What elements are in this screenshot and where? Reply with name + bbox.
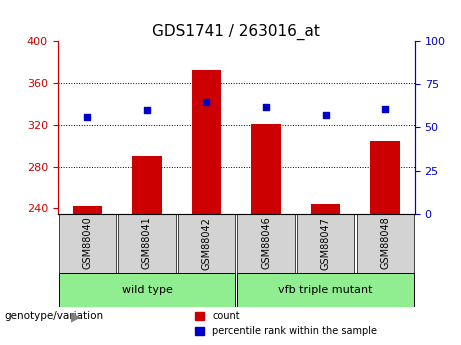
FancyBboxPatch shape bbox=[59, 273, 235, 307]
Point bbox=[262, 104, 270, 110]
Bar bbox=[72, 206, 102, 214]
Text: genotype/variation: genotype/variation bbox=[5, 311, 104, 321]
Text: GSM88040: GSM88040 bbox=[83, 217, 92, 269]
Text: GSM88046: GSM88046 bbox=[261, 217, 271, 269]
Bar bbox=[192, 70, 221, 214]
Text: GSM88041: GSM88041 bbox=[142, 217, 152, 269]
Bar bbox=[311, 204, 341, 214]
Bar bbox=[370, 140, 400, 214]
Text: wild type: wild type bbox=[122, 285, 172, 295]
FancyBboxPatch shape bbox=[356, 214, 414, 273]
Text: vfb triple mutant: vfb triple mutant bbox=[278, 285, 373, 295]
Text: ▶: ▶ bbox=[71, 310, 81, 323]
FancyBboxPatch shape bbox=[178, 214, 235, 273]
Bar bbox=[251, 124, 281, 214]
Point bbox=[322, 113, 329, 118]
Point bbox=[381, 106, 389, 111]
Text: GSM88042: GSM88042 bbox=[201, 217, 212, 269]
FancyBboxPatch shape bbox=[237, 273, 414, 307]
Text: GSM88048: GSM88048 bbox=[380, 217, 390, 269]
Point bbox=[203, 99, 210, 105]
Text: GSM88047: GSM88047 bbox=[320, 217, 331, 269]
Point bbox=[143, 108, 151, 113]
FancyBboxPatch shape bbox=[237, 214, 295, 273]
Bar bbox=[132, 156, 162, 214]
FancyBboxPatch shape bbox=[59, 214, 116, 273]
Point bbox=[84, 115, 91, 120]
FancyBboxPatch shape bbox=[118, 214, 176, 273]
Legend: count, percentile rank within the sample: count, percentile rank within the sample bbox=[191, 307, 381, 340]
FancyBboxPatch shape bbox=[297, 214, 354, 273]
Title: GDS1741 / 263016_at: GDS1741 / 263016_at bbox=[152, 24, 320, 40]
